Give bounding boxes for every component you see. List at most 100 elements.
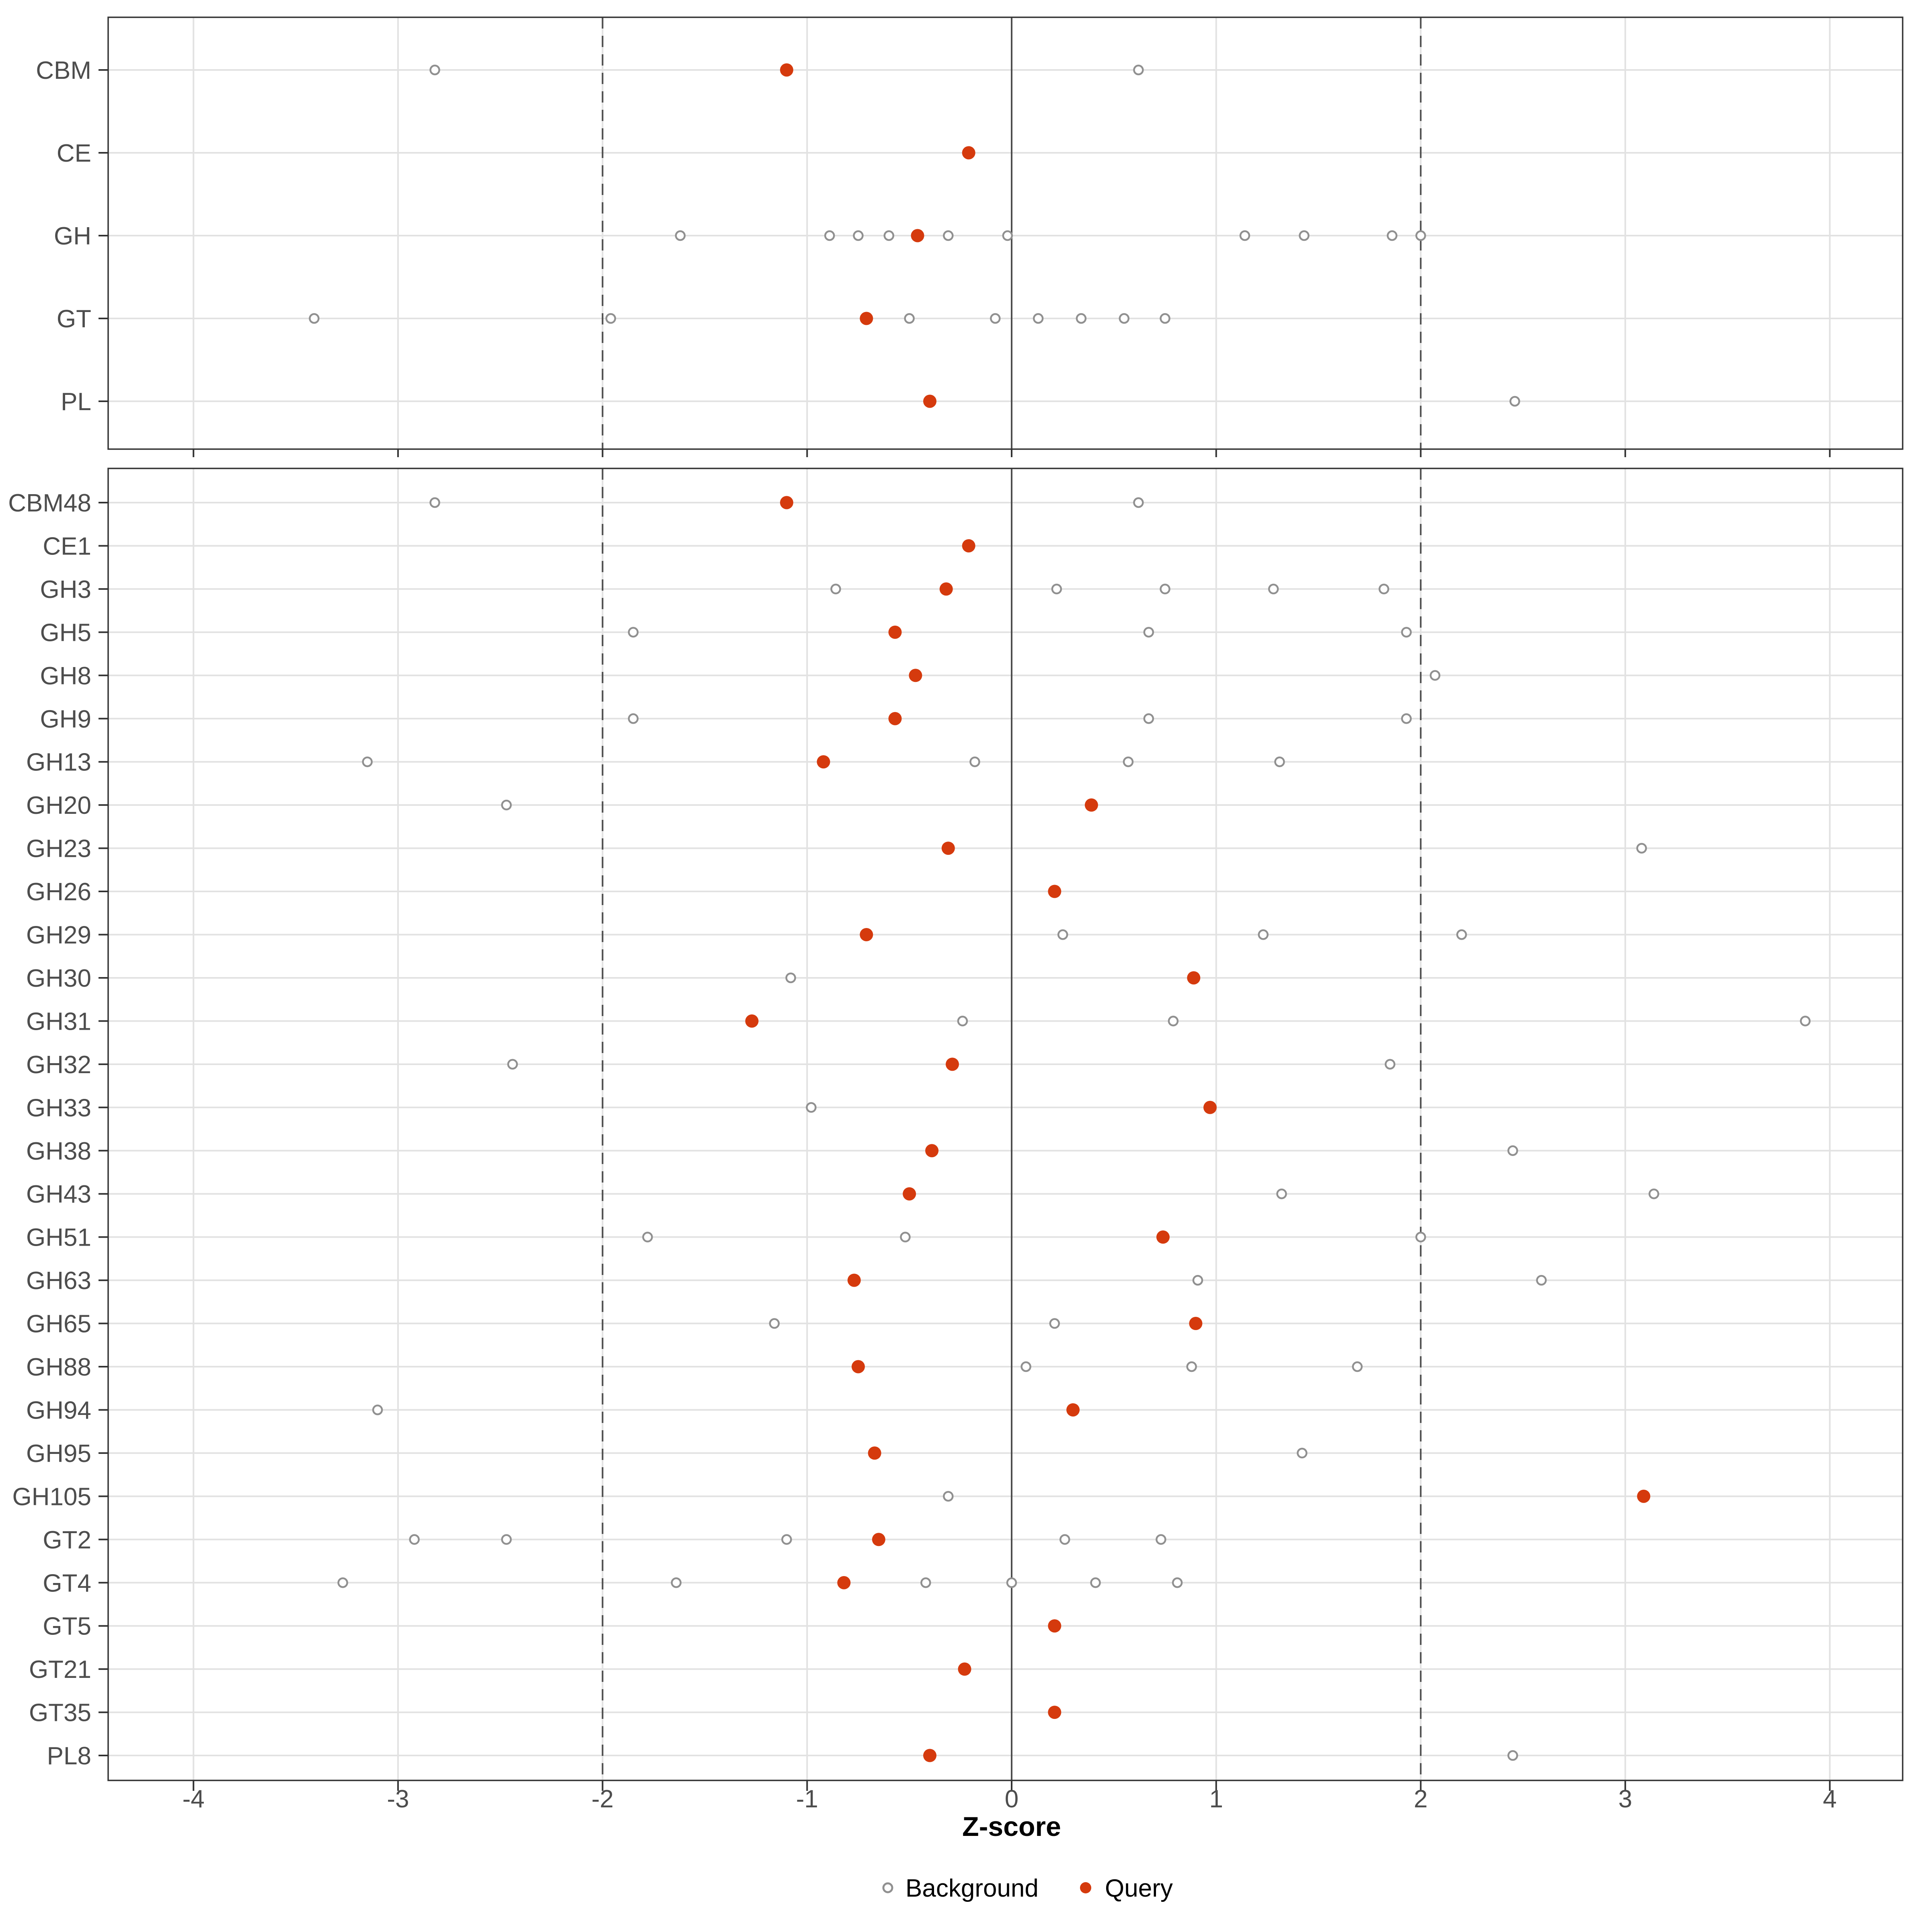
background-point	[990, 313, 1001, 324]
background-point	[628, 713, 639, 724]
legend-background-marker-icon	[882, 1882, 893, 1893]
row-label: CE	[57, 140, 91, 167]
background-point	[1274, 756, 1285, 767]
query-point	[923, 1749, 937, 1762]
background-point	[1378, 583, 1390, 595]
query-point	[1048, 1706, 1062, 1719]
background-point	[1509, 396, 1520, 407]
query-point	[872, 1533, 885, 1546]
row-label: GH38	[26, 1137, 91, 1165]
row-label: GT	[57, 305, 91, 333]
background-point	[429, 64, 440, 76]
background-point	[337, 1577, 348, 1588]
background-point	[1076, 313, 1087, 324]
x-tick-label: 0	[1005, 1785, 1018, 1813]
row-label: GH3	[40, 576, 91, 604]
row-label: GH51	[26, 1224, 91, 1252]
query-point	[1048, 885, 1062, 898]
query-point	[941, 842, 955, 855]
background-point	[309, 313, 320, 324]
background-point	[853, 230, 864, 241]
background-point	[1352, 1361, 1363, 1372]
background-point	[605, 313, 616, 324]
background-point	[1059, 1534, 1070, 1545]
background-point	[1415, 230, 1426, 241]
row-label: GH63	[26, 1267, 91, 1295]
row-label: PL	[61, 388, 91, 416]
query-point	[962, 146, 975, 160]
row-label: GH30	[26, 965, 91, 992]
row-label: CBM	[36, 57, 91, 84]
background-point	[642, 1232, 653, 1242]
row-label: GH9	[40, 705, 91, 733]
row-label: GH105	[12, 1483, 91, 1511]
background-point	[372, 1404, 383, 1415]
query-point	[923, 394, 937, 408]
background-point	[1051, 583, 1062, 595]
row-label: GH13	[26, 749, 91, 776]
background-point	[1143, 713, 1154, 724]
row-label: GH94	[26, 1396, 91, 1424]
background-point	[501, 799, 512, 811]
legend-background-label: Background	[905, 1875, 1039, 1902]
background-point	[969, 756, 980, 767]
background-point	[1507, 1145, 1518, 1156]
background-point	[1002, 230, 1013, 241]
query-point	[1048, 1619, 1062, 1633]
background-point	[1297, 1447, 1308, 1459]
background-point	[1020, 1361, 1031, 1372]
background-point	[1456, 929, 1467, 940]
query-point	[909, 669, 922, 682]
query-point	[780, 63, 793, 77]
query-point	[925, 1144, 939, 1158]
x-tick-label: -1	[796, 1785, 818, 1813]
row-label: GH26	[26, 878, 91, 906]
background-point	[671, 1577, 682, 1588]
query-point	[1156, 1230, 1170, 1244]
query-point	[745, 1014, 759, 1028]
background-point	[1133, 64, 1144, 76]
background-point	[943, 1491, 954, 1502]
background-point	[1268, 583, 1279, 595]
background-point	[1186, 1361, 1197, 1372]
query-point	[911, 229, 924, 242]
x-tick-label: 4	[1823, 1785, 1837, 1813]
panel-border	[107, 16, 1903, 450]
background-point	[943, 230, 954, 241]
x-tick-label: -4	[183, 1785, 205, 1813]
background-point	[1049, 1318, 1060, 1329]
background-point	[409, 1534, 420, 1545]
row-label: GH5	[40, 619, 91, 647]
row-label: GH31	[26, 1008, 91, 1035]
row-label: PL8	[47, 1742, 91, 1770]
background-point	[1415, 1232, 1426, 1242]
legend-query-marker-icon	[1080, 1882, 1091, 1893]
background-point	[1401, 627, 1412, 638]
x-tick-label: -3	[387, 1785, 409, 1813]
background-point	[1258, 929, 1269, 940]
background-point	[769, 1318, 780, 1329]
background-point	[675, 230, 686, 241]
background-point	[781, 1534, 792, 1545]
background-point	[1119, 313, 1130, 324]
background-point	[957, 1016, 968, 1027]
background-point	[830, 583, 841, 595]
background-point	[1156, 1534, 1166, 1545]
background-point	[1386, 230, 1398, 241]
query-point	[847, 1273, 861, 1287]
legend-query-label: Query	[1105, 1875, 1173, 1902]
legend: Background Query	[882, 1875, 1173, 1902]
background-point	[1536, 1275, 1547, 1286]
query-point	[851, 1360, 865, 1374]
row-label: CE1	[43, 532, 91, 560]
panel-border	[107, 468, 1903, 1781]
row-label: GH95	[26, 1440, 91, 1468]
query-point	[958, 1662, 971, 1676]
background-point	[785, 972, 796, 983]
row-label: GH65	[26, 1310, 91, 1338]
query-point	[860, 312, 873, 325]
background-point	[1649, 1188, 1659, 1199]
background-point	[628, 627, 639, 638]
background-point	[1800, 1016, 1811, 1027]
